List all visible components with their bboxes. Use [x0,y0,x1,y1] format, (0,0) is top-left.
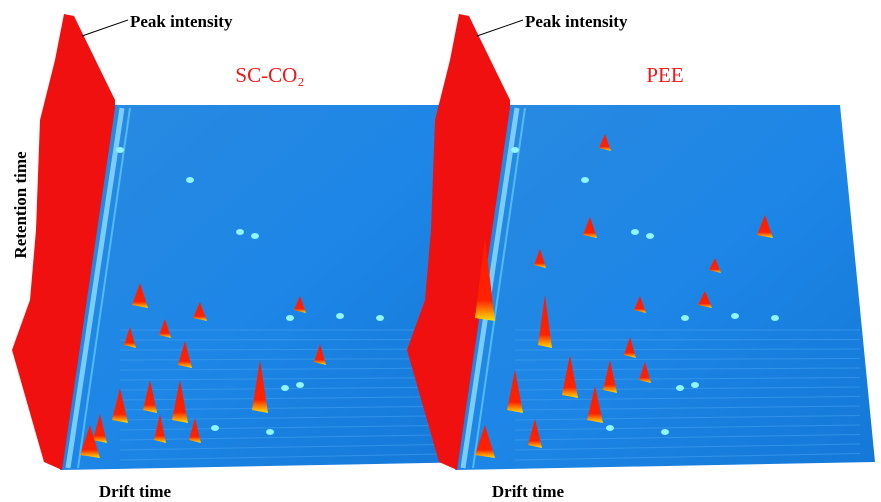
peak [178,341,192,368]
spot [646,233,654,239]
peak [562,355,578,398]
peak [603,360,617,393]
streak [77,107,131,469]
streak [119,358,466,361]
panel-title: PEE [646,63,683,87]
spot [691,382,699,388]
spot [606,425,614,431]
peak [193,302,207,321]
streak [514,358,861,361]
streak [119,339,466,341]
panel: Peak intensity SC-CO₂ Drift time [12,12,480,501]
pointer [81,19,129,37]
peak [599,134,611,151]
plane [60,105,480,470]
peak [189,418,201,443]
streak [514,396,861,401]
x-axis-label: Drift time [99,482,172,501]
peak [80,425,100,458]
y-axis-label: Retention time [11,151,30,259]
streak [119,386,466,391]
x-axis-label: Drift time [492,482,565,501]
streak [119,367,466,371]
streak [119,377,466,381]
intensity-wall [12,14,115,470]
panel: Peak intensity PEE Drift time [407,12,875,501]
spot [336,313,344,319]
spot [511,147,519,153]
streak [514,348,861,351]
peak-label: Peak intensity [130,12,233,31]
streak [119,434,466,441]
spot [581,177,589,183]
streak [119,443,466,451]
peak [112,388,128,423]
spot [376,315,384,321]
spot [286,315,294,321]
spot [116,147,124,153]
spot [676,385,684,391]
streak [514,424,861,431]
peak [538,295,552,348]
peak [587,386,603,423]
peak [475,238,495,321]
peak [475,425,495,458]
spot [236,229,244,235]
streak [514,434,861,441]
peak [639,362,651,383]
spot [771,315,779,321]
spot [661,429,669,435]
streak [472,107,526,469]
panel-title: SC-CO₂ [235,63,304,87]
peak [154,414,166,443]
plane [455,105,875,470]
peak [93,414,107,443]
spot [731,313,739,319]
peak [698,291,712,308]
peak [709,258,721,273]
intensity-wall [407,14,510,470]
peak [143,380,157,413]
spot [186,177,194,183]
streak [514,339,861,341]
peak [314,344,326,365]
peak [159,319,171,338]
pointer [476,19,524,37]
peak-label: Peak intensity [525,12,628,31]
streak [119,424,466,431]
spot [681,315,689,321]
spot [251,233,259,239]
peak [132,283,148,308]
peak [624,337,636,358]
streak [65,107,125,469]
peak [634,296,646,313]
peak [507,370,523,413]
peak [172,380,188,423]
streak [514,453,861,461]
spot [631,229,639,235]
peak [757,215,773,238]
streak [514,415,861,421]
spot [211,425,219,431]
peak [124,327,136,348]
peak [294,296,306,313]
peak [252,360,268,413]
peak [528,419,542,448]
peak [534,249,546,268]
spot [281,385,289,391]
spot [266,429,274,435]
peak [583,217,597,238]
streak [514,443,861,451]
streak [119,453,466,461]
spot [296,382,304,388]
streak [514,405,861,411]
